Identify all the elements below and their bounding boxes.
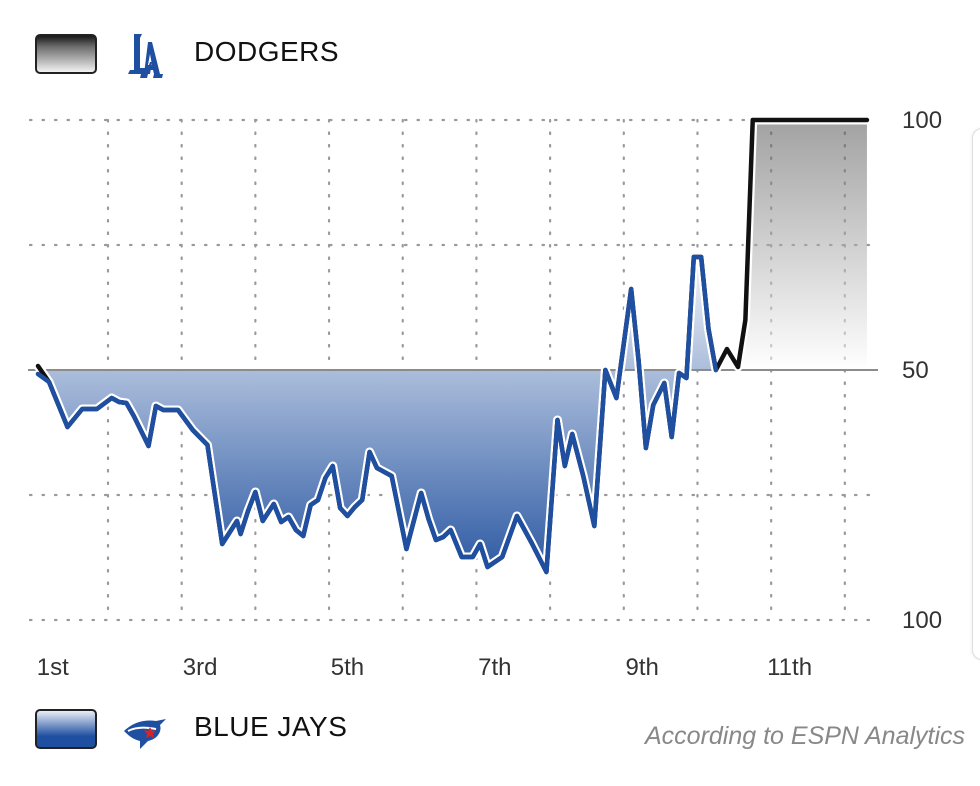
y-tick-label: 50	[902, 357, 929, 384]
win-probability-chart: 100 50 100 1st 3rd 5th 7th 9th 11th	[28, 107, 942, 681]
x-tick-label: 9th	[626, 654, 659, 681]
blue-jays-area	[38, 257, 716, 572]
blue-jays-logo	[124, 719, 166, 749]
dodgers-legend-swatch	[35, 34, 97, 74]
side-panel-edge	[972, 128, 980, 660]
x-tick-label: 3rd	[183, 654, 218, 681]
la-dodgers-logo	[128, 34, 163, 78]
x-tick-label: 5th	[331, 654, 364, 681]
dodgers-legend-label: DODGERS	[194, 36, 340, 67]
x-tick-label: 11th	[767, 654, 812, 681]
x-tick-label: 7th	[478, 654, 511, 681]
x-tick-label: 1st	[37, 654, 69, 681]
blue-jays-line	[35, 254, 719, 575]
y-tick-label: 100	[902, 107, 942, 134]
blue-jays-legend-swatch	[35, 709, 97, 749]
dodgers-area	[715, 120, 867, 370]
source-footnote: According to ESPN Analytics	[645, 722, 966, 750]
y-tick-label: 100	[902, 607, 942, 634]
blue-jays-legend-label: BLUE JAYS	[194, 711, 348, 742]
